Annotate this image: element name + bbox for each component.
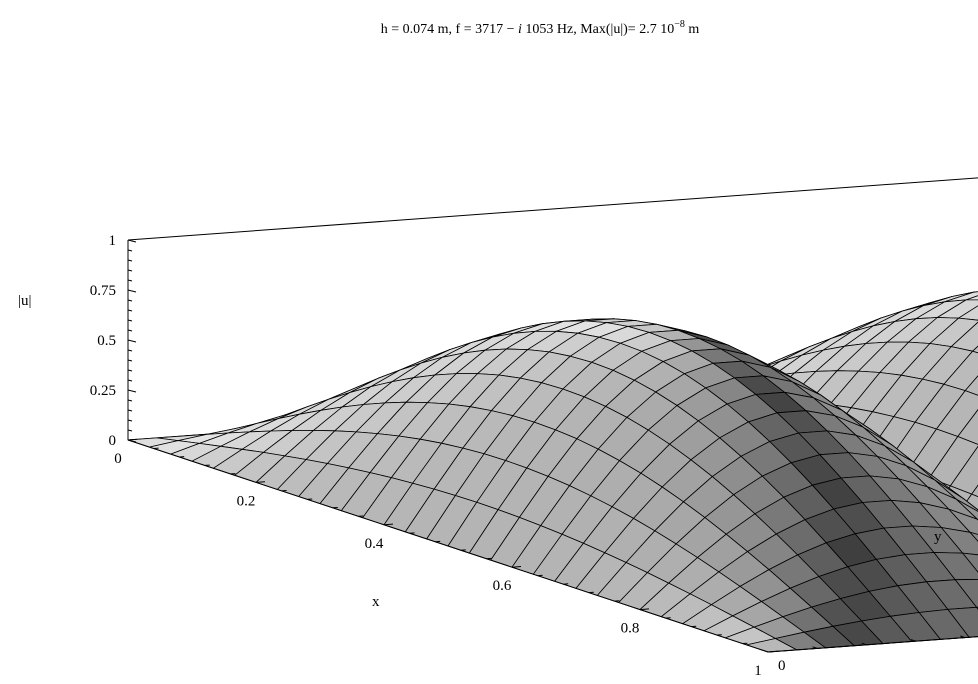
surface-patch xyxy=(971,484,978,498)
x-tick-mark xyxy=(639,608,650,611)
chart-title: h = 0.074 m, f = 3717 − i 1053 Hz, Max(|… xyxy=(381,19,700,37)
z-minor-tick xyxy=(127,429,133,432)
z-minor-tick xyxy=(127,309,133,312)
z-minor-tick xyxy=(127,269,133,272)
x-tick-label: 0.4 xyxy=(365,536,384,552)
z-minor-tick xyxy=(127,349,133,352)
z-tick-mark xyxy=(127,239,137,243)
z-minor-tick xyxy=(127,319,133,322)
x-axis-line xyxy=(127,439,769,653)
y-minor-tick xyxy=(910,639,916,642)
x-tick-label: 0.2 xyxy=(237,493,256,509)
x-axis: 0 0.2 0.4 0.6 0.8 1 xyxy=(114,438,778,679)
z-tick-label: 0.75 xyxy=(90,283,116,299)
z-minor-tick xyxy=(127,399,133,402)
z-minor-tick xyxy=(127,329,133,332)
z-tick-label: 0 xyxy=(109,433,117,449)
z-minor-tick xyxy=(127,419,133,422)
x-tick-label: 0.6 xyxy=(493,578,512,594)
z-axis: 0 0.25 0.5 0.75 1 xyxy=(90,233,137,449)
surface-patch xyxy=(965,295,978,301)
z-tick-label: 0.25 xyxy=(90,383,116,399)
x-tick-mark xyxy=(127,438,138,441)
x-tick-label: 0 xyxy=(114,451,122,467)
z-tick-label: 1 xyxy=(109,233,117,249)
x-tick-label: 1 xyxy=(754,663,762,679)
x-tick-mark xyxy=(255,481,266,483)
z-minor-tick xyxy=(127,409,133,412)
surface-mesh xyxy=(127,291,978,653)
z-minor-tick xyxy=(127,369,133,372)
z-minor-tick xyxy=(127,259,133,262)
y-minor-tick xyxy=(861,642,867,646)
z-tick-mark xyxy=(127,389,137,393)
y-axis: 00.20.40.6 xyxy=(759,635,978,674)
surface-patch xyxy=(964,375,978,396)
y-minor-tick xyxy=(960,635,966,639)
x-tick-mark xyxy=(383,523,394,526)
x-tick-mark xyxy=(511,566,522,568)
z-minor-tick xyxy=(127,379,133,382)
z-minor-tick xyxy=(127,249,133,252)
surface-patch xyxy=(972,345,978,354)
x-axis-label: x xyxy=(372,594,380,610)
z-tick-label: 0.5 xyxy=(97,333,116,349)
z-tick-mark xyxy=(127,339,137,343)
y-minor-tick xyxy=(812,646,818,649)
z-minor-tick xyxy=(127,359,133,362)
box-edge-back-top-left xyxy=(127,177,978,241)
z-axis-label: |u| xyxy=(18,293,32,309)
y-axis-line xyxy=(767,636,978,653)
x-tick-label: 0.8 xyxy=(621,621,640,637)
z-minor-tick xyxy=(127,279,133,282)
y-tick-mark xyxy=(759,648,769,653)
z-minor-tick xyxy=(127,299,133,302)
z-tick-mark xyxy=(127,289,137,293)
y-axis-label: y xyxy=(934,529,942,545)
y-tick-label: 0 xyxy=(778,658,786,674)
